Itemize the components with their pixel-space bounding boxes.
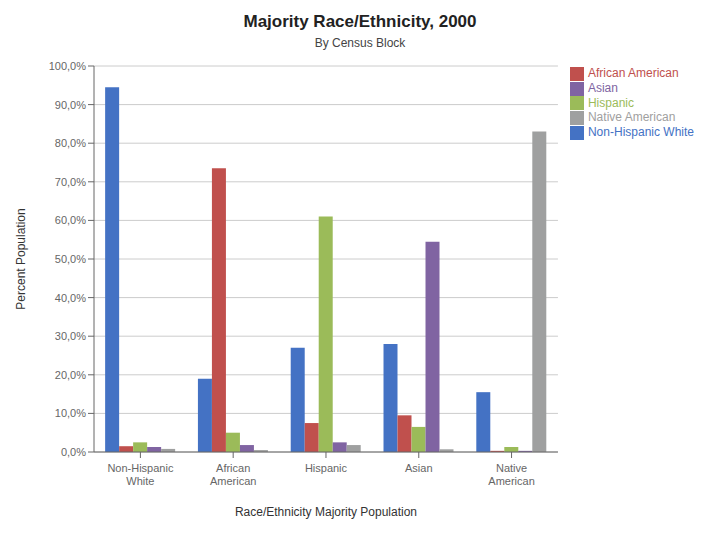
- svg-text:0,0%: 0,0%: [61, 446, 86, 458]
- svg-text:Race/Ethnicity Majority Popula: Race/Ethnicity Majority Population: [235, 505, 417, 519]
- svg-text:10,0%: 10,0%: [55, 407, 86, 419]
- svg-text:90,0%: 90,0%: [55, 99, 86, 111]
- html-text:By Census Block: By Census Block: [314, 36, 406, 50]
- svg-text:40,0%: 40,0%: [55, 292, 86, 304]
- svg-text:AfricanAmerican: AfricanAmerican: [210, 462, 256, 487]
- html-text:Asian: Asian: [588, 80, 618, 95]
- svg-text:60,0%: 60,0%: [55, 214, 86, 226]
- svg-text:80,0%: 80,0%: [55, 137, 86, 149]
- svg-text:Hispanic: Hispanic: [305, 462, 348, 474]
- svg-text:20,0%: 20,0%: [55, 369, 86, 381]
- html-text:Hispanic: Hispanic: [588, 95, 634, 110]
- svg-text:100,0%: 100,0%: [49, 60, 87, 72]
- svg-text:50,0%: 50,0%: [55, 253, 86, 265]
- svg-text:Non-HispanicWhite: Non-HispanicWhite: [107, 462, 174, 487]
- svg-text:70,0%: 70,0%: [55, 176, 86, 188]
- svg-text:NativeAmerican: NativeAmerican: [488, 462, 534, 487]
- html-text:African American: African American: [588, 66, 679, 80]
- html-text:Native American: Native American: [588, 110, 676, 125]
- svg-text:Percent Population: Percent Population: [14, 208, 28, 309]
- html-text:Non-Hispanic White: Non-Hispanic White: [588, 125, 694, 140]
- svg-text:30,0%: 30,0%: [55, 330, 86, 342]
- svg-text:Asian: Asian: [405, 462, 433, 474]
- html-text:Majority Race/Ethnicity, 2000: Majority Race/Ethnicity, 2000: [243, 12, 477, 31]
